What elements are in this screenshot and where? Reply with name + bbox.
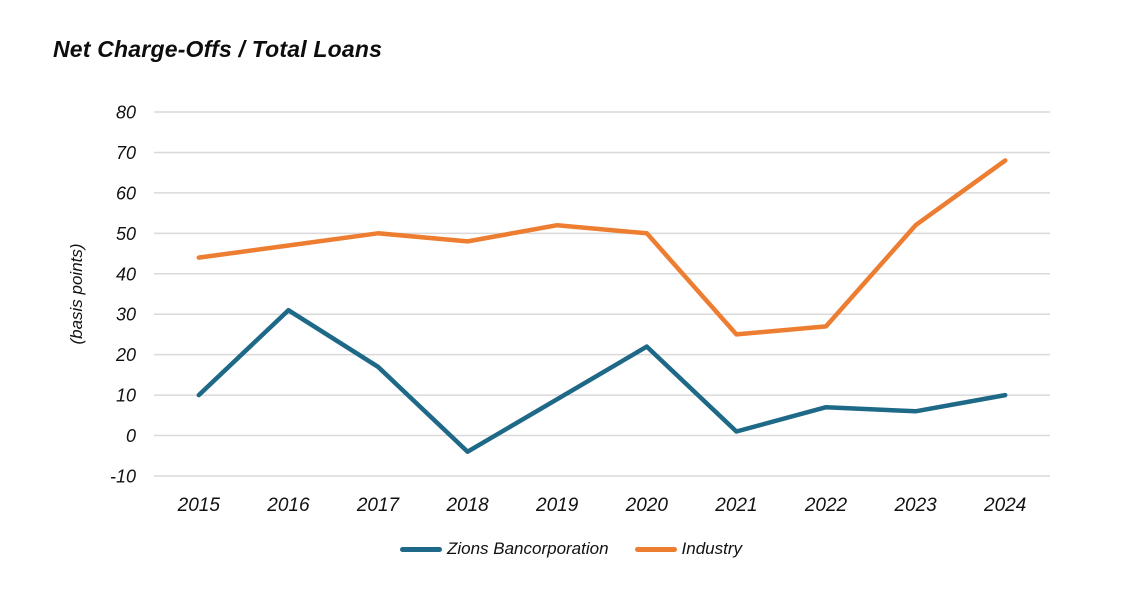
x-tick-label: 2021 — [714, 495, 757, 516]
x-tick-labels: 2015 2016 2017 2018 2019 2020 2021 2022 2023 2024 — [177, 495, 1027, 516]
legend-label: Zions Bancorporation — [446, 539, 609, 558]
x-tick-label: 2016 — [266, 495, 310, 516]
y-tick-label: 60 — [116, 183, 136, 203]
legend-line-swatch — [399, 546, 442, 552]
x-tick-label: 2019 — [535, 495, 579, 516]
x-tick-label: 2022 — [804, 495, 848, 516]
legend-item-zions-bancorporation: Zions Bancorporation — [399, 539, 609, 559]
legend-label: Industry — [681, 539, 743, 558]
y-tick-label: 10 — [116, 386, 136, 406]
x-tick-label: 2018 — [445, 495, 489, 516]
x-tick-label: 2020 — [625, 495, 669, 516]
y-tick-label: 20 — [115, 345, 136, 365]
legend-line-swatch — [634, 546, 677, 552]
y-tick-label: -10 — [110, 467, 136, 487]
y-tick-label: 50 — [116, 224, 136, 244]
y-tick-label: 0 — [126, 426, 136, 446]
x-tick-label: 2024 — [983, 495, 1026, 516]
x-tick-label: 2023 — [893, 495, 937, 516]
y-tick-label: 30 — [116, 305, 136, 325]
x-tick-label: 2017 — [356, 495, 401, 516]
series-line-industry — [196, 158, 1008, 337]
y-axis-title: (basis points) — [67, 243, 86, 344]
chart-legend: Zions Bancorporation Industry — [0, 539, 1142, 559]
y-tick-label: 80 — [116, 103, 136, 123]
chart-title: Net Charge-Offs / Total Loans — [53, 36, 383, 62]
y-tick-label: 70 — [116, 143, 136, 163]
legend-item-industry: Industry — [634, 539, 743, 559]
y-tick-label: 40 — [116, 264, 136, 284]
series-line-zions-bancorporation — [196, 307, 1008, 454]
y-tick-labels: 80 70 60 50 40 30 20 10 0 -10 — [110, 103, 136, 487]
gridlines — [154, 111, 1050, 477]
x-tick-label: 2015 — [177, 495, 221, 516]
